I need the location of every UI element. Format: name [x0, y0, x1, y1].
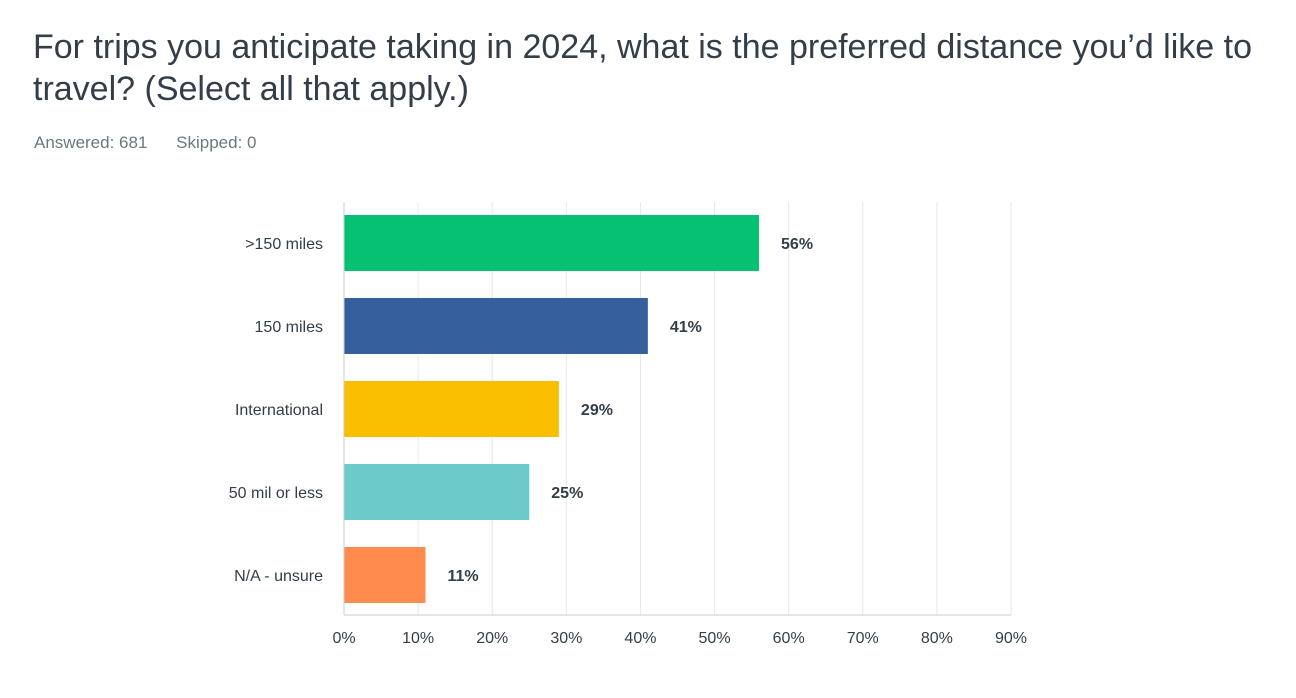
value-label: 56% — [781, 236, 813, 253]
labels: 0% 10% 20% 30% 40% 50% 60% 70% 80% 90% >150 miles 5… — [229, 236, 1027, 647]
category-label: 150 miles — [255, 319, 323, 336]
bars — [344, 215, 760, 603]
bar-3 — [344, 464, 530, 520]
x-tick-label: 60% — [773, 630, 805, 647]
category-label: >150 miles — [245, 236, 323, 253]
x-tick-label: 50% — [699, 630, 731, 647]
x-tick-label: 40% — [624, 630, 656, 647]
bar-1 — [344, 298, 648, 354]
category-label: International — [235, 402, 323, 419]
x-tick-label: 10% — [402, 630, 434, 647]
x-tick-label: 20% — [476, 630, 508, 647]
bar-2 — [344, 381, 559, 437]
bar-0 — [344, 215, 760, 271]
category-label: N/A - unsure — [234, 568, 323, 585]
x-tick-label: 30% — [550, 630, 582, 647]
x-tick-label: 0% — [332, 630, 355, 647]
x-tick-label: 90% — [995, 630, 1027, 647]
value-label: 11% — [448, 568, 479, 585]
skipped-count: Skipped: 0 — [176, 133, 257, 152]
bar-4 — [344, 547, 426, 603]
value-label: 29% — [581, 402, 613, 419]
answered-count: Answered: 681 — [34, 133, 148, 152]
response-stats: Answered: 681 Skipped: 0 — [34, 133, 256, 153]
axes — [343, 202, 1011, 616]
value-label: 41% — [670, 319, 702, 336]
x-tick-label: 70% — [847, 630, 879, 647]
category-label: 50 mil or less — [229, 485, 323, 502]
value-label: 25% — [551, 485, 583, 502]
question-title: For trips you anticipate taking in 2024,… — [33, 28, 1253, 108]
x-tick-label: 80% — [921, 630, 953, 647]
